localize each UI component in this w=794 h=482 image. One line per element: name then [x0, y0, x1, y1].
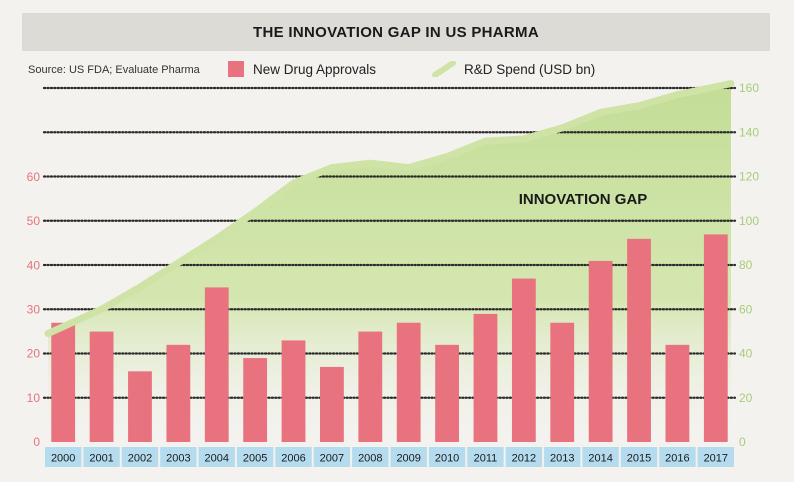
chart-title: THE INNOVATION GAP IN US PHARMA: [253, 23, 539, 41]
bar-2016: [665, 344, 690, 442]
y-left-tick-label: 60: [27, 170, 41, 184]
tick-box-2008: [352, 447, 389, 467]
y-left-tick-label: 40: [27, 258, 41, 272]
legend-bar-swatch: [228, 61, 244, 77]
bar-2010: [435, 344, 459, 442]
y-right-tick-label: 80: [739, 258, 753, 272]
y-right-tick-label: 40: [739, 347, 753, 361]
tick-box-2003: [160, 447, 197, 467]
x-tick-label: 2008: [358, 453, 382, 465]
tick-box-2001: [83, 447, 120, 467]
x-tick-label: 2002: [128, 453, 152, 465]
legend-line-swatch: [432, 61, 456, 77]
tick-box-2000: [45, 447, 82, 467]
bar-2009: [396, 322, 421, 442]
y-left-tick-label: 20: [27, 347, 41, 361]
bar-2011: [473, 313, 498, 442]
tick-box-2011: [467, 447, 504, 467]
bar-2015: [627, 238, 651, 442]
innovation-gap-label: INNOVATION GAP: [519, 191, 648, 208]
legend-label-approvals: New Drug Approvals: [253, 61, 377, 77]
line-layer: [44, 80, 735, 338]
x-tick-label: 2014: [588, 453, 612, 465]
bar-2001: [89, 331, 114, 442]
tick-box-2017: [697, 447, 734, 467]
x-tick-label: 2010: [435, 453, 459, 465]
bar-2017: [703, 234, 728, 442]
bar-2005: [243, 358, 268, 442]
bar-2002: [128, 371, 152, 442]
y-left-tick-label: 10: [27, 391, 41, 405]
legend-item-rd-spend: R&D Spend (USD bn): [432, 61, 595, 77]
y-right-tick-label: 140: [739, 125, 759, 139]
bar-2003: [166, 344, 191, 442]
bar-2007: [320, 366, 344, 442]
x-tick-label: 2007: [320, 453, 344, 465]
y-left-tick-label: 50: [27, 214, 41, 228]
bar-2012: [511, 278, 536, 442]
axis-layer: 2000 2001 2002 2003 2004 2005 2006 2007 2008 2009…: [27, 81, 759, 467]
y-right-tick-label: 120: [739, 170, 759, 184]
rd-spend-line: [44, 80, 735, 338]
y-right-tick-label: 20: [739, 391, 753, 405]
x-tick-label: 2017: [704, 453, 728, 465]
tick-box-2006: [275, 447, 312, 467]
tick-box-2014: [582, 447, 619, 467]
tick-box-2010: [428, 447, 466, 467]
legend-label-rd-spend: R&D Spend (USD bn): [464, 61, 596, 77]
y-right-tick-label: 60: [739, 302, 753, 316]
chart-title-bar: THE INNOVATION GAP IN US PHARMA: [22, 13, 770, 51]
bar-2008: [358, 331, 383, 442]
x-tick-label: 2016: [665, 453, 689, 465]
x-tick-label: 2012: [512, 453, 536, 465]
legend-item-approvals: New Drug Approvals: [228, 61, 376, 77]
tick-box-2004: [198, 447, 235, 467]
grid-layer: [42, 86, 737, 399]
x-tick-label: 2011: [474, 453, 498, 465]
tick-box-2013: [544, 447, 581, 467]
y-right-tick-label: 0: [739, 435, 746, 449]
bar-2006: [281, 340, 306, 442]
x-tick-label: 2003: [166, 453, 190, 465]
tick-box-2005: [236, 447, 274, 467]
x-tick-label: 2000: [51, 453, 75, 465]
y-left-tick-label: 0: [33, 435, 40, 449]
y-left-tick-label: 30: [27, 303, 41, 317]
x-tick-label: 2009: [396, 453, 420, 465]
bar-2014: [588, 260, 613, 442]
tick-box-2002: [121, 447, 159, 467]
tick-box-2016: [659, 447, 696, 467]
x-tick-label: 2013: [550, 453, 574, 465]
x-tick-label: 2006: [281, 453, 305, 465]
bar-2000: [51, 322, 76, 442]
x-tick-label: 2001: [89, 453, 113, 465]
bar-2013: [550, 322, 575, 442]
y-right-tick-label: 160: [739, 81, 759, 95]
bar-layer: [51, 234, 728, 442]
x-tick-label: 2004: [205, 453, 229, 465]
x-tick-label: 2005: [243, 453, 267, 465]
x-tick-label: 2015: [627, 453, 651, 465]
tick-box-2012: [505, 447, 543, 467]
tick-box-2009: [390, 447, 427, 467]
bar-2004: [204, 287, 229, 442]
y-right-tick-label: 100: [739, 214, 759, 228]
tick-box-2015: [620, 447, 658, 467]
source-note: Source: US FDA; Evaluate Pharma: [28, 64, 200, 76]
tick-box-2007: [313, 447, 351, 467]
